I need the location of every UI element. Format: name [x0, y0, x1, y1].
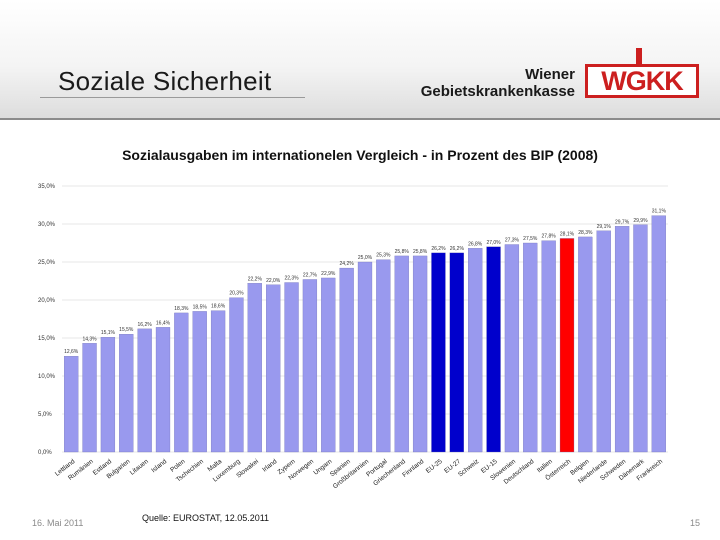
data-label: 25,3% — [376, 253, 391, 259]
bar — [614, 226, 630, 453]
bar — [210, 310, 226, 453]
data-label: 18,5% — [193, 304, 208, 310]
bar — [633, 224, 648, 453]
bar — [431, 252, 446, 453]
y-tick-label: 20,0% — [38, 298, 56, 304]
data-label: 26,2% — [450, 246, 465, 252]
data-label: 16,4% — [156, 320, 171, 326]
logo-text-line2: Gebietskrankenkasse — [420, 83, 575, 100]
bar — [523, 242, 538, 453]
bar — [174, 312, 189, 453]
bar — [578, 236, 593, 453]
bar — [357, 261, 373, 453]
bar — [302, 279, 318, 453]
data-label: 25,8% — [413, 249, 428, 255]
chart-title: Sozialausgaben im internationelen Vergle… — [122, 147, 598, 163]
data-label: 12,6% — [64, 349, 79, 355]
data-label: 27,3% — [505, 238, 520, 244]
data-label: 29,7% — [615, 219, 630, 225]
data-label: 14,3% — [82, 336, 97, 342]
header-band — [0, 0, 720, 120]
bar — [119, 334, 134, 453]
data-label: 15,5% — [119, 327, 134, 333]
bar — [651, 215, 666, 453]
bar — [394, 255, 409, 453]
bar-chart: 0,0% 5,0% 10,0% 15,0% 20,0% 25,0% 30,0% 35,0% 12… — [38, 184, 668, 490]
bar — [192, 311, 207, 453]
footer-source: Quelle: EUROSTAT, 12.05.2011 — [142, 513, 270, 523]
bar — [376, 259, 391, 453]
bar — [449, 252, 464, 453]
data-label: 22,2% — [248, 276, 263, 282]
bar — [541, 240, 556, 453]
data-label: 20,3% — [229, 291, 244, 297]
data-label: 31,1% — [652, 209, 667, 215]
wgkk-logo: WGKK — [585, 64, 699, 98]
x-tick-label: Schweiz — [457, 458, 480, 478]
bar — [559, 238, 575, 453]
bar — [339, 267, 354, 453]
x-tick-label: EU-25 — [425, 458, 444, 475]
bar — [468, 248, 483, 453]
bar — [64, 356, 79, 453]
y-tick-label: 15,0% — [38, 336, 56, 342]
y-tick-label: 25,0% — [38, 260, 56, 266]
slide-title: Soziale Sicherheit — [58, 66, 272, 96]
data-label: 18,6% — [211, 304, 226, 310]
data-label: 29,9% — [633, 218, 648, 224]
data-label: 27,8% — [542, 234, 557, 240]
bar — [321, 277, 336, 453]
x-tick-label: Island — [150, 458, 168, 474]
footer-date: 16. Mai 2011 — [32, 518, 84, 528]
x-tick-label: Litauen — [129, 458, 150, 477]
data-label: 28,3% — [578, 230, 593, 236]
bar — [82, 343, 97, 453]
bar — [486, 246, 501, 453]
data-label: 22,9% — [321, 271, 336, 277]
data-label: 26,2% — [431, 246, 446, 252]
data-label: 29,1% — [597, 224, 612, 230]
data-label: 15,1% — [101, 330, 116, 336]
data-label: 25,0% — [358, 255, 373, 261]
bar — [412, 255, 428, 453]
bar — [596, 230, 611, 453]
data-label: 22,0% — [266, 278, 281, 284]
y-tick-label: 10,0% — [38, 374, 56, 380]
y-tick-label: 35,0% — [38, 184, 56, 190]
bar — [137, 328, 152, 453]
title-underline — [40, 97, 305, 98]
bar — [266, 284, 281, 453]
bar — [100, 337, 116, 453]
bar — [229, 297, 244, 453]
data-label: 24,2% — [340, 261, 355, 267]
data-label: 28,1% — [560, 231, 575, 237]
data-label: 27,0% — [486, 240, 501, 246]
bar — [284, 282, 299, 453]
data-label: 27,5% — [523, 236, 538, 242]
page-number: 15 — [689, 518, 700, 528]
data-label: 18,3% — [174, 306, 189, 312]
bar — [155, 327, 171, 453]
logo-accent — [636, 48, 642, 66]
header-divider — [0, 118, 720, 120]
bar — [247, 283, 262, 453]
y-tick-label: 5,0% — [38, 412, 52, 418]
data-label: 22,3% — [284, 276, 299, 282]
bar — [504, 244, 520, 453]
data-label: 26,8% — [468, 241, 483, 247]
x-tick-label: Finnland — [401, 458, 425, 479]
data-label: 22,7% — [303, 272, 318, 278]
data-label: 25,8% — [395, 249, 410, 255]
logo-text-line1: Wiener — [525, 66, 575, 83]
y-tick-label: 0,0% — [38, 450, 52, 456]
y-tick-label: 30,0% — [38, 222, 56, 228]
data-label: 16,2% — [138, 322, 153, 328]
